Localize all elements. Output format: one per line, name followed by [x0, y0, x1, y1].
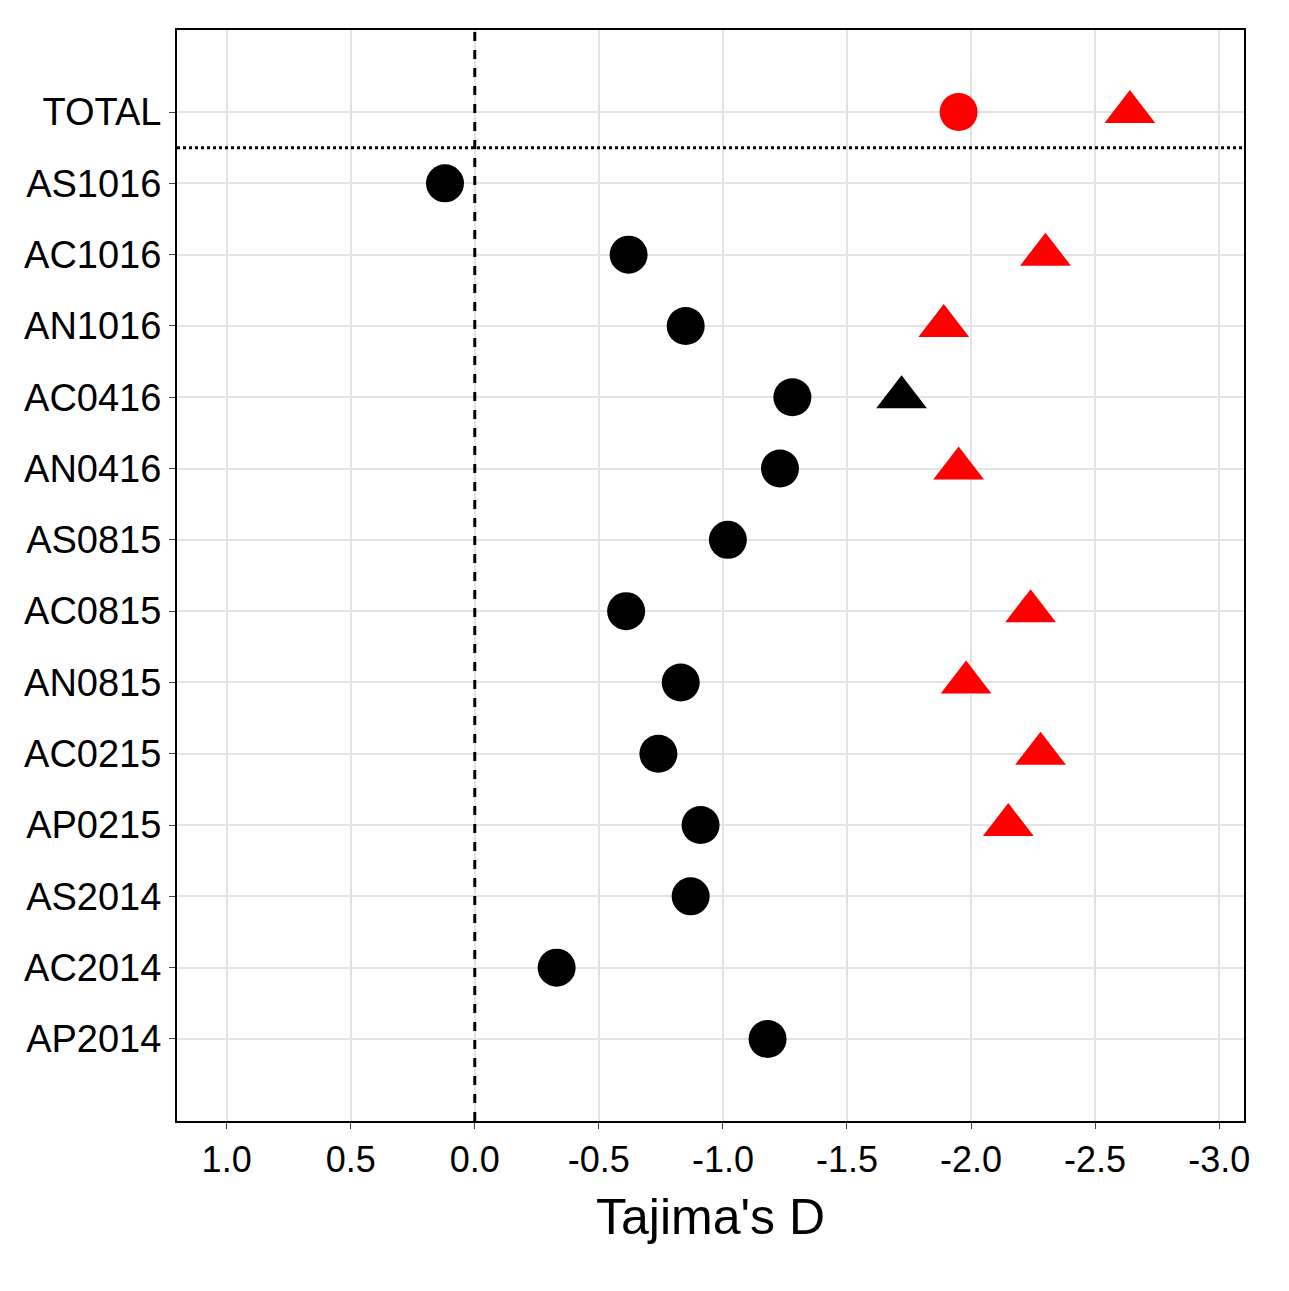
- svg-text:AS2014: AS2014: [26, 876, 161, 918]
- svg-text:AC0416: AC0416: [24, 377, 161, 419]
- svg-text:-1.0: -1.0: [692, 1139, 754, 1180]
- svg-text:AN0416: AN0416: [24, 448, 161, 490]
- svg-text:Tajima's D: Tajima's D: [596, 1189, 825, 1245]
- svg-text:TOTAL: TOTAL: [42, 91, 161, 133]
- svg-text:-2.5: -2.5: [1064, 1139, 1126, 1180]
- svg-text:-3.0: -3.0: [1188, 1139, 1250, 1180]
- svg-text:AC1016: AC1016: [24, 234, 161, 276]
- svg-text:AN1016: AN1016: [24, 305, 161, 347]
- svg-text:1.0: 1.0: [202, 1139, 252, 1180]
- svg-text:AC2014: AC2014: [24, 947, 161, 989]
- svg-text:AP0215: AP0215: [26, 804, 161, 846]
- svg-text:0.5: 0.5: [326, 1139, 376, 1180]
- svg-text:0.0: 0.0: [450, 1139, 500, 1180]
- svg-text:AS0815: AS0815: [26, 519, 161, 561]
- svg-text:AC0815: AC0815: [24, 590, 161, 632]
- svg-text:AN0815: AN0815: [24, 662, 161, 704]
- svg-text:AC0215: AC0215: [24, 733, 161, 775]
- svg-text:-1.5: -1.5: [816, 1139, 878, 1180]
- svg-text:-0.5: -0.5: [568, 1139, 630, 1180]
- svg-text:-2.0: -2.0: [940, 1139, 1002, 1180]
- svg-text:AP2014: AP2014: [26, 1018, 161, 1060]
- svg-text:AS1016: AS1016: [26, 163, 161, 205]
